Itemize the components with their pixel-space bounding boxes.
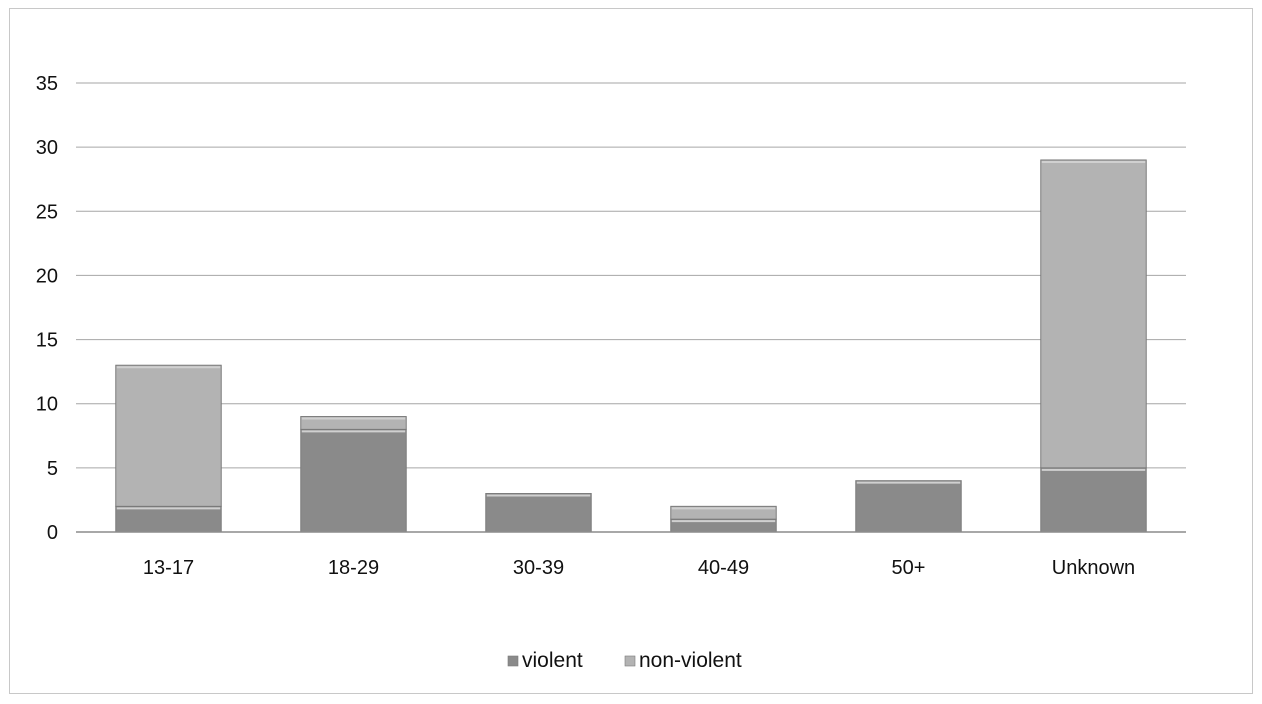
bar-segment-violent [115, 505, 222, 533]
y-tick-label: 30 [36, 137, 58, 159]
y-tick-label: 10 [36, 394, 58, 416]
bar-segment-violent [855, 480, 962, 533]
gridlines [76, 82, 1186, 469]
bar-segment-non-violent [115, 364, 222, 507]
bar-segment-violent [300, 428, 407, 533]
legend-swatch-non-violent [624, 655, 636, 667]
y-tick-label: 15 [36, 330, 58, 352]
bar-segment-non-violent [300, 416, 407, 430]
x-tick-label: 50+ [892, 557, 926, 579]
bar-segment-violent [485, 493, 592, 533]
axes: 0 5 10 15 20 25 30 35 13-17 18-29 30-39 40-49 50+ Unk… [36, 73, 1186, 579]
y-tick-label: 20 [36, 265, 58, 287]
x-tick-label: Unknown [1052, 557, 1135, 579]
legend-label-non-violent: non-violent [639, 649, 742, 672]
legend-label-violent: violent [522, 649, 583, 672]
y-tick-label: 25 [36, 201, 58, 223]
y-tick-label: 35 [36, 73, 58, 95]
bar-segment-violent [1040, 467, 1147, 533]
y-tick-label: 5 [47, 458, 58, 480]
x-tick-label: 40-49 [698, 557, 749, 579]
bar-segment-non-violent [1040, 159, 1147, 469]
legend-swatch-violent [507, 655, 519, 667]
legend: violent non-violent [507, 649, 742, 672]
bars [115, 159, 1147, 533]
x-tick-label: 18-29 [328, 557, 379, 579]
x-tick-label: 13-17 [143, 557, 194, 579]
bar-segment-non-violent [670, 505, 777, 520]
y-tick-label: 0 [47, 522, 58, 544]
x-tick-label: 30-39 [513, 557, 564, 579]
